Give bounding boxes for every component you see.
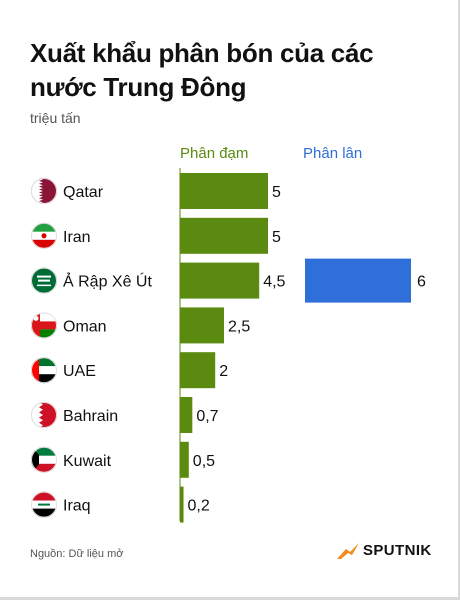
phosphate-value-label: 6 — [417, 274, 426, 291]
category-label: Iran — [63, 229, 91, 246]
chart-row-8: Iraq 0,2 — [31, 486, 210, 523]
chart-row-7: Kuwait 0,5 — [31, 441, 215, 478]
nitrogen-value-label: 2,5 — [228, 318, 250, 335]
source-note: Nguồn: Dữ liệu mở — [30, 548, 124, 560]
chart-row-4: Oman 2,5 — [31, 307, 250, 344]
nitrogen-value-label: 5 — [272, 229, 281, 246]
nitrogen-value-label: 0,5 — [193, 453, 215, 470]
nitrogen-value-label: 5 — [272, 184, 281, 201]
category-label: Qatar — [63, 184, 104, 201]
frame-edge-right — [458, 0, 460, 600]
category-label: Iraq — [63, 498, 91, 515]
uae-flag-icon — [31, 357, 57, 384]
legend-phosphate: Phân lân — [303, 145, 363, 162]
nitrogen-bar — [180, 397, 193, 433]
brand-name: SPUTNIK — [363, 542, 432, 559]
chart-row-2: Iran 5 — [31, 217, 281, 254]
category-label: Ả Rập Xê Út — [63, 272, 152, 291]
category-label: Bahrain — [63, 408, 118, 425]
frame-edge-bottom — [0, 597, 460, 600]
category-label: Oman — [63, 318, 107, 335]
chart-row-6: Bahrain 0,7 — [31, 397, 219, 433]
legend-nitrogen: Phân đạm — [180, 145, 249, 162]
nitrogen-value-label: 2 — [219, 363, 228, 380]
unit-label: triệu tấn — [30, 110, 81, 126]
chart-title: Xuất khẩu phân bón của các nước Trung Đô… — [30, 38, 374, 102]
nitrogen-bar — [180, 352, 216, 389]
nitrogen-value-label: 4,5 — [263, 274, 285, 291]
chart-row-3: Ả Rập Xê Út 4,5 6 — [31, 258, 426, 303]
chart-row-5: UAE 2 — [31, 352, 228, 389]
iran-flag-icon — [31, 222, 57, 249]
nitrogen-bar — [180, 441, 189, 478]
nitrogen-value-label: 0,7 — [196, 408, 218, 425]
category-label: Kuwait — [63, 453, 112, 470]
nitrogen-bar — [180, 217, 268, 254]
nitrogen-bar — [180, 307, 224, 344]
category-label: UAE — [63, 363, 96, 380]
iraq-flag-icon — [31, 491, 57, 518]
nitrogen-bar — [180, 486, 184, 523]
phosphate-bar — [305, 258, 411, 303]
chart-row-1: Qatar 5 — [31, 173, 281, 209]
nitrogen-bar — [180, 262, 260, 299]
sputnik-logo: SPUTNIK — [337, 542, 432, 559]
nitrogen-bar — [180, 173, 268, 209]
nitrogen-value-label: 0,2 — [188, 498, 210, 515]
sputnik-icon — [337, 542, 359, 559]
